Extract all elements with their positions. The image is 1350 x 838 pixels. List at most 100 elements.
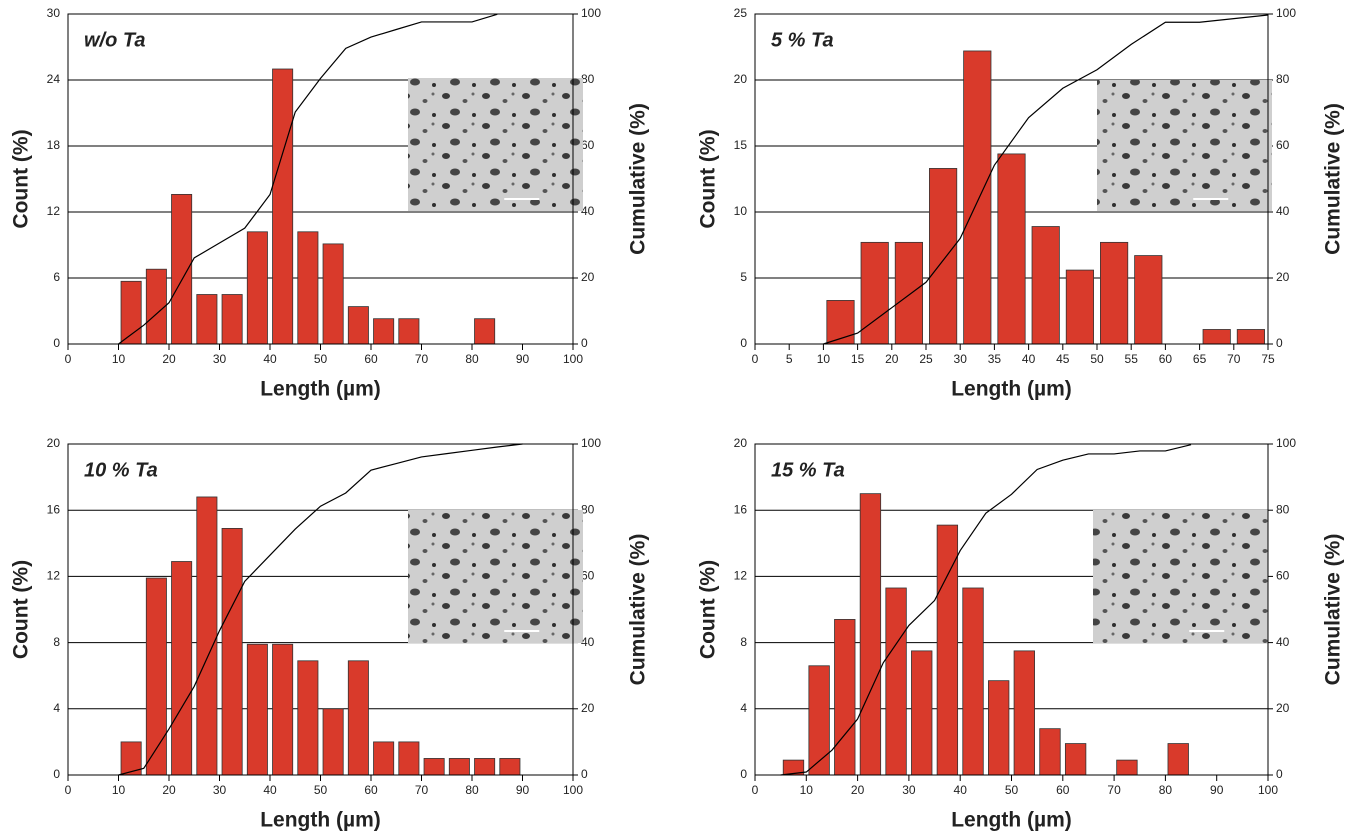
inset-image — [408, 78, 583, 211]
bar — [145, 577, 167, 776]
y-tick-label: 30 — [47, 6, 61, 20]
y2-tick-label: 60 — [1276, 138, 1290, 152]
y2-tick-label: 0 — [1276, 336, 1283, 350]
x-tick-label: 50 — [1090, 352, 1104, 366]
y2-tick-label: 0 — [581, 336, 588, 350]
y2-axis-title: Cumulative (%) — [1322, 103, 1345, 255]
inset-image — [408, 510, 583, 643]
bar — [474, 318, 496, 345]
x-tick-label: 90 — [1210, 783, 1224, 797]
x-axis-title: Length (µm) — [260, 809, 381, 832]
x-tick-label: 30 — [213, 352, 227, 366]
bar — [1116, 759, 1138, 776]
bar — [347, 306, 369, 345]
x-tick-label: 100 — [563, 352, 583, 366]
y2-tick-label: 20 — [1276, 701, 1290, 715]
y-tick-label: 0 — [740, 767, 747, 781]
x-tick-label: 75 — [1261, 352, 1275, 366]
bar — [145, 268, 167, 345]
annotation: 5 % Ta — [771, 29, 834, 51]
x-tick-label: 55 — [1125, 352, 1139, 366]
cumulative-line — [118, 443, 523, 776]
bar — [246, 643, 268, 776]
bar — [297, 231, 319, 345]
x-tick-label: 60 — [364, 783, 378, 797]
y-tick-label: 8 — [53, 635, 60, 649]
cumulative-line — [780, 444, 1192, 776]
bar — [322, 708, 344, 776]
x-tick-label: 100 — [1258, 783, 1278, 797]
x-tick-label: 100 — [563, 783, 583, 797]
annotation: 10 % Ta — [84, 459, 158, 481]
bar — [1134, 255, 1163, 345]
y2-tick-label: 100 — [581, 6, 601, 20]
y2-tick-label: 60 — [1276, 569, 1290, 583]
y2-axis-title: Cumulative (%) — [1322, 534, 1345, 686]
bar — [347, 660, 369, 776]
bar — [859, 493, 882, 776]
bar — [1167, 743, 1189, 776]
y2-tick-label: 80 — [1276, 502, 1290, 516]
plot-frame — [754, 13, 1269, 345]
bar — [885, 587, 907, 776]
y-tick-label: 0 — [53, 336, 60, 350]
y2-tick-label: 80 — [1276, 72, 1290, 86]
bar — [373, 741, 395, 776]
bar — [499, 758, 521, 776]
y2-tick-label: 40 — [581, 204, 595, 218]
y2-tick-label: 100 — [1276, 6, 1296, 20]
y-tick-label: 4 — [740, 701, 747, 715]
bar — [297, 660, 319, 776]
bar — [448, 758, 470, 776]
x-tick-label: 30 — [213, 783, 227, 797]
bar — [474, 758, 496, 776]
bar — [221, 294, 243, 345]
x-axis-title: Length (µm) — [951, 378, 1072, 401]
y2-axis-title: Cumulative (%) — [627, 534, 650, 686]
bar — [1013, 650, 1035, 776]
bar — [1064, 743, 1087, 776]
x-tick-label: 40 — [954, 783, 968, 797]
bar — [1031, 226, 1060, 345]
x-tick-label: 20 — [885, 352, 899, 366]
bar — [1100, 241, 1129, 345]
y2-tick-label: 60 — [581, 138, 595, 152]
bar — [423, 758, 445, 776]
y2-tick-label: 20 — [1276, 270, 1290, 284]
x-tick-label: 0 — [752, 783, 759, 797]
x-tick-label: 15 — [851, 352, 865, 366]
y-axis-title: Count (%) — [697, 129, 720, 228]
y2-tick-label: 40 — [1276, 635, 1290, 649]
y2-tick-label: 40 — [581, 635, 595, 649]
y2-tick-label: 80 — [581, 72, 595, 86]
y-tick-label: 24 — [47, 72, 61, 86]
bar — [398, 318, 420, 345]
x-tick-label: 0 — [65, 783, 72, 797]
bar — [398, 741, 420, 776]
bar — [1065, 269, 1094, 345]
x-tick-label: 70 — [1107, 783, 1121, 797]
x-tick-label: 50 — [1005, 783, 1019, 797]
bar — [1202, 329, 1231, 345]
x-tick-label: 10 — [112, 783, 126, 797]
bar — [894, 241, 923, 345]
y2-tick-label: 100 — [581, 436, 601, 450]
y2-tick-label: 0 — [581, 767, 588, 781]
x-tick-label: 0 — [752, 352, 759, 366]
x-tick-label: 90 — [516, 352, 530, 366]
x-tick-label: 45 — [1056, 352, 1070, 366]
bar — [272, 68, 294, 345]
y-tick-label: 16 — [734, 502, 748, 516]
y2-tick-label: 20 — [581, 270, 595, 284]
y-tick-label: 6 — [53, 270, 60, 284]
y-tick-label: 15 — [734, 138, 748, 152]
bar — [988, 680, 1010, 776]
x-tick-label: 80 — [1159, 783, 1173, 797]
y-tick-label: 8 — [740, 635, 747, 649]
x-tick-label: 90 — [516, 783, 530, 797]
bar — [221, 528, 243, 776]
bar — [246, 231, 268, 345]
y2-tick-label: 40 — [1276, 204, 1290, 218]
y-tick-label: 10 — [734, 204, 748, 218]
bar — [171, 193, 193, 345]
